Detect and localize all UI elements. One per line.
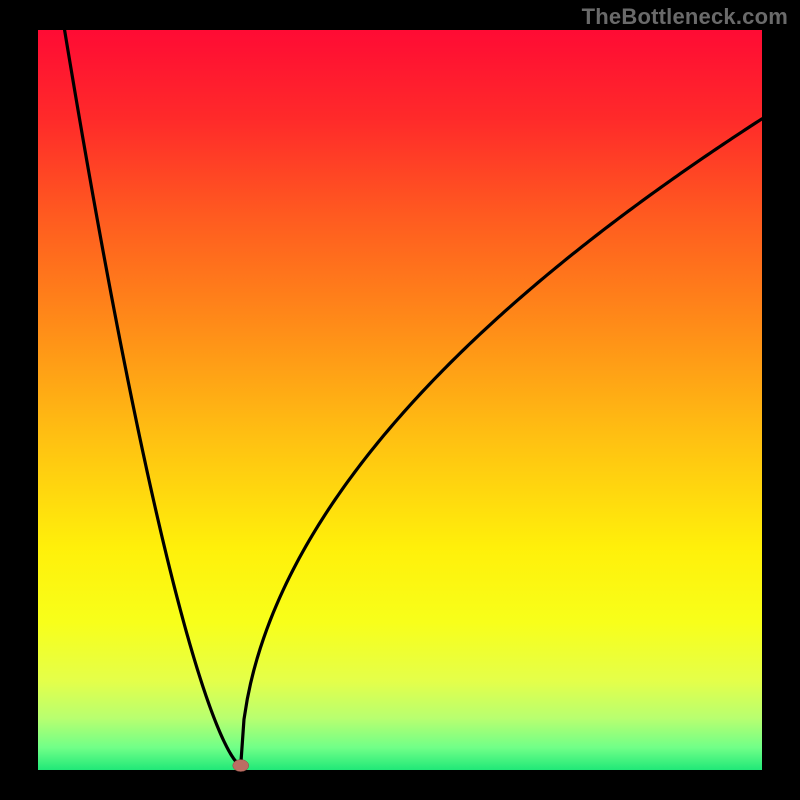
watermark-text: TheBottleneck.com bbox=[582, 4, 788, 30]
chart-container: { "watermark": { "text": "TheBottleneck.… bbox=[0, 0, 800, 800]
optimal-point-marker bbox=[233, 760, 249, 772]
bottleneck-curve-chart bbox=[0, 0, 800, 800]
gradient-plot-area bbox=[38, 30, 762, 770]
